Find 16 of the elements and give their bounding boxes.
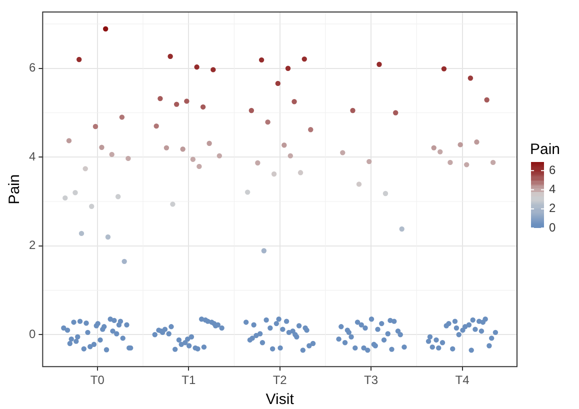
y-tick-label: 2 <box>28 238 36 252</box>
x-tick-label: T3 <box>364 373 378 388</box>
x-tick-label: T4 <box>455 373 470 388</box>
legend-title: Pain <box>530 141 560 158</box>
y-tick-label: 4 <box>28 149 36 164</box>
x-tick-label: T1 <box>182 373 196 388</box>
x-axis-title: Visit <box>266 391 295 408</box>
y-tick-label: 0 <box>28 326 36 341</box>
y-axis-title: Pain <box>6 174 24 204</box>
color-bar-label: 6 <box>549 162 556 177</box>
y-tick-label: 6 <box>28 60 36 75</box>
x-tick-label: T2 <box>272 373 288 388</box>
color-bar-label: 4 <box>549 182 556 196</box>
color-bar-label: 0 <box>549 220 556 234</box>
color-bar-label: 2 <box>549 201 556 216</box>
x-tick-label: T0 <box>90 373 105 388</box>
